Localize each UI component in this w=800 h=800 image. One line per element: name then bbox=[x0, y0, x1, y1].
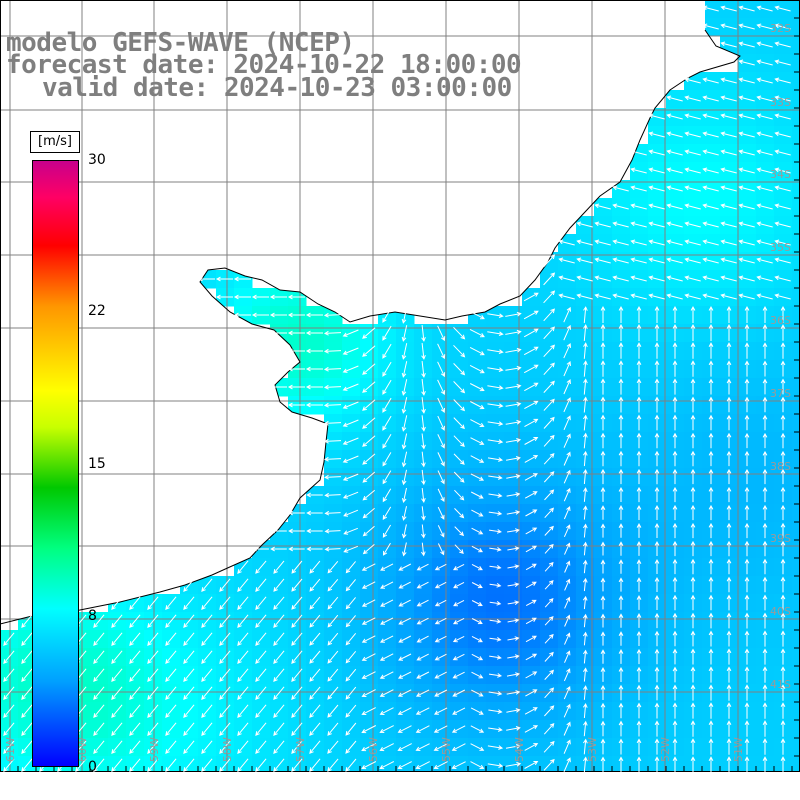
colorbar bbox=[32, 160, 79, 767]
lat-label: 38S bbox=[770, 460, 791, 473]
lon-label: 61W bbox=[4, 737, 17, 762]
lon-label: 51W bbox=[732, 737, 745, 762]
colorbar-tick-30: 30 bbox=[88, 152, 106, 168]
forecast-date: forecast date: 2024-10-22 18:00:00 bbox=[6, 50, 522, 80]
colorbar-unit-label: [m/s] bbox=[30, 131, 80, 153]
model-title: modelo GEFS-WAVE (NCEP) bbox=[6, 28, 355, 58]
coastline bbox=[0, 29, 741, 625]
lon-label: 56W bbox=[367, 737, 380, 762]
lon-label: 53W bbox=[586, 737, 599, 762]
lon-label: 55W bbox=[440, 737, 453, 762]
lon-label: 54W bbox=[513, 737, 526, 762]
graticule bbox=[0, 0, 800, 772]
lat-label: 35S bbox=[770, 241, 791, 254]
lat-label: 34S bbox=[770, 168, 791, 181]
lat-label: 37S bbox=[770, 387, 791, 400]
lat-label: 32S bbox=[770, 22, 791, 35]
colorbar-tick-0: 0 bbox=[88, 759, 97, 775]
lat-label: 36S bbox=[770, 314, 791, 327]
valid-date: valid date: 2024-10-23 03:00:00 bbox=[42, 73, 512, 103]
colorbar-tick-8: 8 bbox=[88, 608, 97, 624]
lon-label: 57W bbox=[294, 737, 307, 762]
lat-label: 39S bbox=[770, 532, 791, 545]
bottom-margin bbox=[0, 772, 800, 800]
lat-label: 41S bbox=[770, 678, 791, 691]
colorbar-tick-22: 22 bbox=[88, 303, 106, 319]
lon-label: 58W bbox=[221, 737, 234, 762]
grid-labels: 61W 60W 59W 58W 57W 56W 55W 54W 53W 52W 51W 32S 33S 3… bbox=[4, 22, 791, 762]
lon-label: 59W bbox=[148, 737, 161, 762]
lat-label: 40S bbox=[770, 605, 791, 618]
lon-label: 60W bbox=[76, 737, 89, 762]
lat-label: 33S bbox=[770, 96, 791, 109]
colorbar-tick-15: 15 bbox=[88, 456, 106, 472]
lon-label: 52W bbox=[659, 737, 672, 762]
